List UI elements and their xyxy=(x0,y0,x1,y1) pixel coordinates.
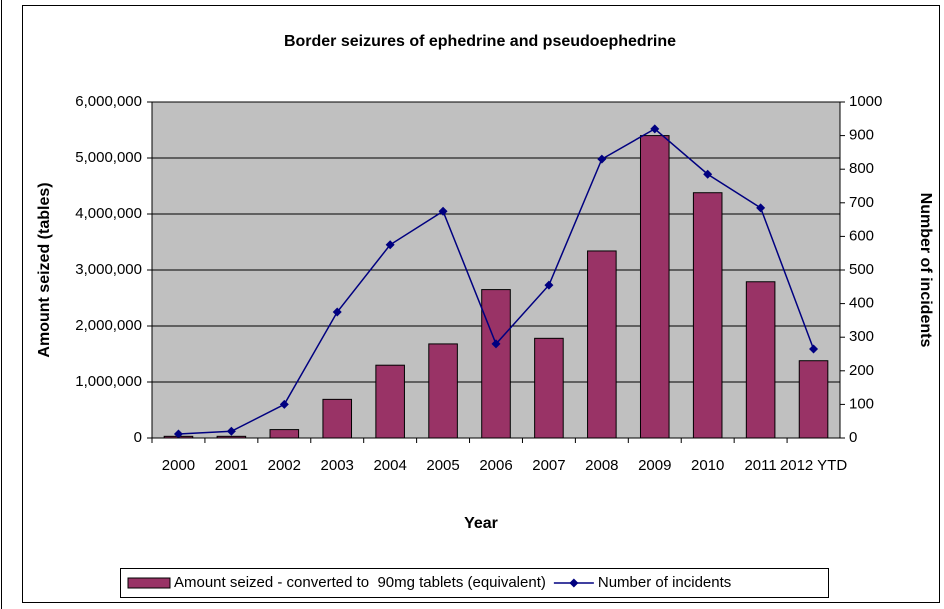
y-tick-label: 3,000,000 xyxy=(75,261,142,278)
legend-swatch xyxy=(569,578,579,588)
legend-label: Number of incidents xyxy=(598,574,731,591)
y2-tick-label: 100 xyxy=(849,395,874,412)
y2-tick-label: 700 xyxy=(849,194,874,211)
y2-tick-label: 500 xyxy=(849,261,874,278)
legend-swatch xyxy=(127,577,171,589)
marker xyxy=(438,206,448,216)
y-tick-label: 0 xyxy=(134,429,142,446)
x-tick-label: 2008 xyxy=(585,457,618,474)
x-tick-label: 2007 xyxy=(532,457,565,474)
marker xyxy=(491,339,501,349)
bar xyxy=(639,135,670,439)
x-axis-label: Year xyxy=(464,515,498,532)
bar xyxy=(481,289,511,439)
y2-axis-label: Number of incidents xyxy=(917,193,934,348)
y-tick-label: 5,000,000 xyxy=(75,149,142,166)
marker xyxy=(809,344,819,354)
x-tick-label: 2002 xyxy=(268,457,301,474)
y2-tick-label: 0 xyxy=(849,429,857,446)
y-tick-label: 2,000,000 xyxy=(75,317,142,334)
chart-title: Border seizures of ephedrine and pseudoe… xyxy=(284,33,676,50)
bar xyxy=(745,281,776,439)
marker xyxy=(544,280,554,290)
legend xyxy=(120,568,829,598)
x-tick-label: 2003 xyxy=(321,457,354,474)
bar xyxy=(798,360,829,439)
marker xyxy=(756,203,766,213)
bar xyxy=(428,343,458,439)
marker xyxy=(226,426,236,436)
x-tick-label: 2004 xyxy=(373,457,406,474)
y2-tick-label: 600 xyxy=(849,227,874,244)
x-tick-label: 2012 YTD xyxy=(780,457,847,474)
x-tick-label: 2005 xyxy=(426,457,459,474)
y-axis-label: Amount seized (tables) xyxy=(36,182,53,357)
bar xyxy=(269,429,300,439)
x-tick-label: 2011 xyxy=(744,457,776,474)
x-tick-label: 2001 xyxy=(215,457,248,474)
y2-tick-label: 400 xyxy=(849,295,874,312)
marker xyxy=(332,307,342,317)
marker xyxy=(597,154,607,164)
y-tick-label: 4,000,000 xyxy=(75,205,142,222)
y2-tick-label: 800 xyxy=(849,160,874,177)
marker xyxy=(650,124,660,134)
y2-tick-label: 300 xyxy=(849,328,874,345)
marker xyxy=(279,399,289,409)
y-tick-label: 6,000,000 xyxy=(75,93,142,110)
y2-tick-label: 1000 xyxy=(849,93,882,110)
marker xyxy=(173,429,183,439)
x-tick-label: 2000 xyxy=(162,457,195,474)
legend-label: Amount seized - converted to 90mg tablet… xyxy=(174,574,546,591)
bar xyxy=(587,250,617,439)
marker xyxy=(703,169,713,179)
bar xyxy=(692,192,723,439)
bar xyxy=(534,337,564,439)
marker xyxy=(385,240,395,250)
bar xyxy=(375,364,405,439)
y2-tick-label: 900 xyxy=(849,127,874,144)
x-tick-label: 2010 xyxy=(691,457,724,474)
bar xyxy=(322,398,353,439)
x-tick-label: 2006 xyxy=(479,457,512,474)
x-tick-label: 2009 xyxy=(638,457,671,474)
y-tick-label: 1,000,000 xyxy=(75,373,142,390)
y2-tick-label: 200 xyxy=(849,362,874,379)
